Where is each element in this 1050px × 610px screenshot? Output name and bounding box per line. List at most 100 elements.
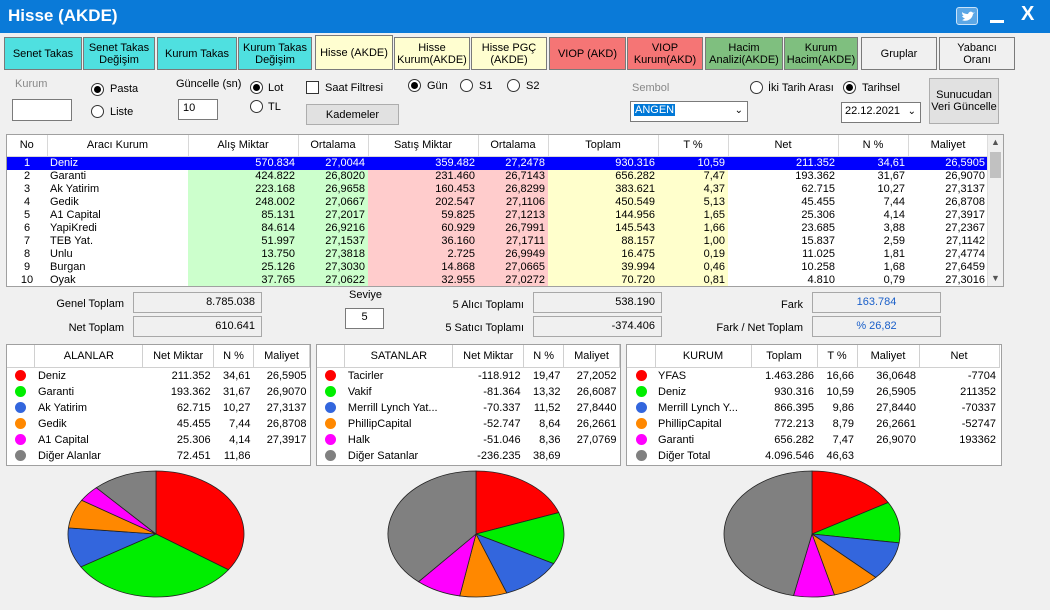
kurum-header[interactable]: KURUM [655, 345, 752, 368]
grid-header[interactable]: Ortalama [478, 135, 549, 157]
list-item[interactable]: A1 Capital 25.306 4,14 27,3917 [7, 432, 310, 448]
list-item[interactable]: Diğer Alanlar 72.451 11,86 [7, 448, 310, 464]
seviye-input[interactable]: 5 [345, 308, 384, 329]
table-row[interactable]: 9 Burgan 25.126 27,3030 14.868 27,0665 39.994 0… [7, 260, 988, 274]
table-row[interactable]: 1 Deniz 570.834 27,0044 359.482 27,2478 930.31… [7, 156, 988, 170]
kurum-header[interactable]: Toplam [751, 345, 818, 368]
tab-1[interactable]: Senet Takas [4, 37, 82, 70]
alanlar-header[interactable]: N % [213, 345, 255, 368]
grid-header[interactable]: No [7, 135, 48, 157]
satanlar-header[interactable]: SATANLAR [344, 345, 454, 368]
tab-12[interactable]: Gruplar [861, 37, 937, 70]
tab-3[interactable]: Kurum Takas [157, 37, 237, 70]
grid-header[interactable]: Maliyet [908, 135, 989, 157]
table-cell: 1 [7, 156, 47, 170]
grid-header[interactable]: Aracı Kurum [47, 135, 189, 157]
gun-radio[interactable] [408, 79, 421, 92]
list-item[interactable]: Gedik 45.455 7,44 26,8708 [7, 416, 310, 432]
kurum-header[interactable]: Maliyet [857, 345, 920, 368]
guncelle-input[interactable]: 10 [178, 99, 218, 120]
alanlar-pct: 4,14 [229, 433, 251, 446]
table-row[interactable]: 2 Garanti 424.822 26,8020 231.460 26,7143 656.… [7, 169, 988, 183]
table-row[interactable]: 8 Unlu 13.750 27,3818 2.725 26,9949 16.475 0,19… [7, 247, 988, 261]
alanlar-header[interactable]: ALANLAR [34, 345, 144, 368]
satanlar-header[interactable]: Maliyet [563, 345, 620, 368]
list-item[interactable]: Ak Yatirim 62.715 10,27 27,3137 [7, 400, 310, 416]
s1-radio[interactable] [460, 79, 473, 92]
satanlar-header[interactable]: N % [523, 345, 565, 368]
tarihsel-radio[interactable] [843, 81, 856, 94]
tab-6[interactable]: Hisse Kurum(AKDE) [394, 37, 470, 70]
scroll-up-icon[interactable]: ▲ [991, 137, 1000, 147]
close-button[interactable]: X [1021, 3, 1035, 25]
sembol-select[interactable]: ANGEN ⌄ [630, 101, 748, 122]
list-item[interactable]: Vakif -81.364 13,32 26,6087 [317, 384, 620, 400]
list-item[interactable]: Garanti 656.282 7,47 26,9070 193362 [627, 432, 999, 448]
lot-radio[interactable] [250, 81, 263, 94]
kurum-header[interactable]: Net [919, 345, 1000, 368]
table-row[interactable]: 7 TEB Yat. 51.997 27,1537 36.160 27,1711 88.15… [7, 234, 988, 248]
minimize-button[interactable] [990, 5, 1004, 23]
list-item[interactable]: Tacirler -118.912 19,47 27,2052 [317, 367, 620, 384]
grid-header[interactable]: T % [658, 135, 729, 157]
list-item[interactable]: Deniz 211.352 34,61 26,5905 [7, 367, 310, 384]
tab-8[interactable]: VIOP (AKD) [549, 37, 626, 70]
list-item[interactable]: Merrill Lynch Yat... -70.337 11,52 27,8440 [317, 400, 620, 416]
tab-13[interactable]: Yabancı Oranı [939, 37, 1015, 70]
list-item[interactable]: Diğer Total 4.096.546 46,63 [627, 448, 999, 464]
kurum-table: KURUM Toplam T % Maliyet Net YFAS 1.463.286 16… [626, 344, 1002, 466]
table-cell: 14.868 [368, 260, 478, 274]
s2-radio[interactable] [507, 79, 520, 92]
table-row[interactable]: 5 A1 Capital 85.131 27,2017 59.825 27,1213 144… [7, 208, 988, 222]
iki-tarih-radio[interactable] [750, 81, 763, 94]
pasta-radio[interactable] [91, 83, 104, 96]
table-row[interactable]: 3 Ak Yatirim 223.168 26,9658 160.453 26,8299 3… [7, 182, 988, 196]
grid-header[interactable]: Net [728, 135, 839, 157]
table-row[interactable]: 10 Oyak 37.765 27,0622 32.955 27,0272 70.720 0,… [7, 273, 988, 286]
tab-7[interactable]: Hisse PGÇ (AKDE) [471, 37, 547, 70]
gun-label: Gün [427, 80, 448, 92]
satanlar-header[interactable]: Net Miktar [452, 345, 525, 368]
table-row[interactable]: 4 Gedik 248.002 27,0667 202.547 27,1106 450.54… [7, 195, 988, 209]
list-item[interactable]: YFAS 1.463.286 16,66 36,0648 -7704 [627, 367, 999, 384]
table-cell: Unlu [50, 247, 73, 260]
scroll-down-icon[interactable]: ▼ [991, 273, 1000, 283]
alanlar-pie-slice-1 [155, 470, 245, 571]
alanlar-header[interactable]: Net Miktar [142, 345, 215, 368]
grid-header[interactable]: Ortalama [298, 135, 369, 157]
table-cell: 27,2478 [478, 156, 548, 170]
table-cell: 62.715 [801, 182, 835, 195]
grid-header[interactable]: Alış Miktar [188, 135, 299, 157]
satanlar-net: -236.235 [477, 449, 521, 462]
sunucudan-guncelle-button[interactable]: Sunucudan Veri Güncelle [929, 78, 999, 124]
grid-scrollbar[interactable]: ▲ ▼ [987, 135, 1003, 286]
list-item[interactable]: Deniz 930.316 10,59 26,5905 211352 [627, 384, 999, 400]
list-item[interactable]: PhillipCapital 772.213 8,79 26,2661 -52747 [627, 416, 999, 432]
tab-10[interactable]: Hacim Analizi(AKDE) [705, 37, 783, 70]
tab-11[interactable]: Kurum Hacim(AKDE) [784, 37, 858, 70]
list-item[interactable]: Merrill Lynch Y... 866.395 9,86 27,8440 -703… [627, 400, 999, 416]
tab-2[interactable]: Senet Takas Değişim [83, 37, 155, 70]
scroll-thumb[interactable] [990, 152, 1001, 178]
liste-radio[interactable] [91, 105, 104, 118]
tab-4[interactable]: Kurum Takas Değişim [238, 37, 312, 70]
list-item[interactable]: Diğer Satanlar -236.235 38,69 [317, 448, 620, 464]
tab-5[interactable]: Hisse (AKDE) [315, 35, 393, 70]
kurum-header[interactable]: T % [817, 345, 858, 368]
kurum-input[interactable] [12, 99, 72, 121]
list-item[interactable]: PhillipCapital -52.747 8,64 26,2661 [317, 416, 620, 432]
tl-radio[interactable] [250, 100, 263, 113]
tab-9[interactable]: VIOP Kurum(AKD) [627, 37, 703, 70]
grid-header[interactable]: N % [838, 135, 909, 157]
alanlar-header[interactable]: Maliyet [253, 345, 310, 368]
grid-header[interactable]: Satış Miktar [368, 135, 479, 157]
saat-filtresi-checkbox[interactable] [306, 81, 319, 94]
grid-header[interactable]: Toplam [548, 135, 659, 157]
table-cell: 26,9949 [478, 247, 548, 261]
kademeler-button[interactable]: Kademeler [306, 104, 399, 125]
list-item[interactable]: Garanti 193.362 31,67 26,9070 [7, 384, 310, 400]
table-row[interactable]: 6 YapiKredi 84.614 26,9216 60.929 26,7991 145.… [7, 221, 988, 235]
twitter-icon[interactable] [956, 7, 978, 25]
list-item[interactable]: Halk -51.046 8,36 27,0769 [317, 432, 620, 448]
date-select[interactable]: 22.12.2021 ⌄ [841, 102, 921, 123]
